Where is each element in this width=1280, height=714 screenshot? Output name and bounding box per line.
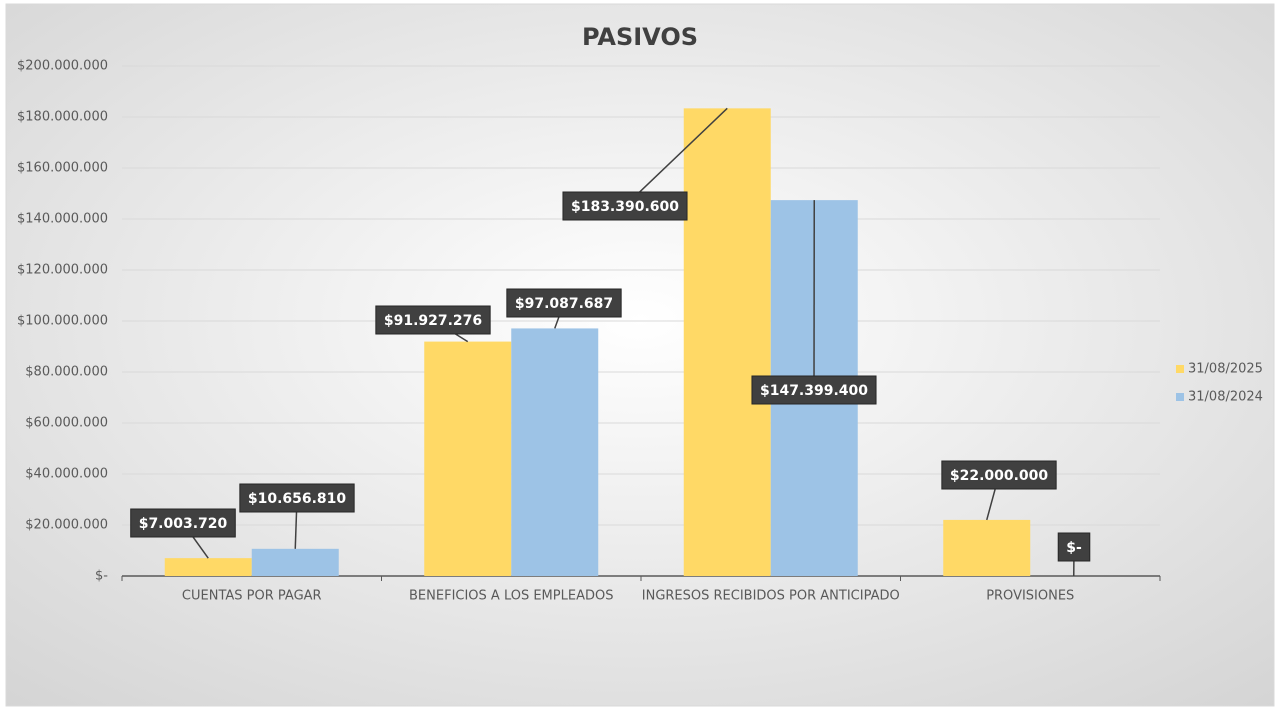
data-label-text: $183.390.600 [571,199,679,215]
legend-swatch [1176,393,1184,401]
data-label-text: $22.000.000 [950,468,1049,484]
y-tick-label: $20.000.000 [25,518,108,533]
legend-swatch [1176,365,1184,373]
data-label-text: $147.399.400 [760,383,868,399]
bar [684,108,771,576]
legend-label: 31/08/2024 [1188,390,1263,405]
legend-label: 31/08/2025 [1188,362,1263,377]
data-label-text: $- [1066,540,1082,556]
y-tick-label: $200.000.000 [17,59,108,74]
data-label-text: $97.087.687 [515,296,613,312]
data-label-text: $7.003.720 [139,516,228,532]
data-label-text: $10.656.810 [248,491,347,507]
y-tick-label: $60.000.000 [25,416,108,431]
y-tick-label: $80.000.000 [25,365,108,380]
bar [424,342,511,576]
x-tick-label: INGRESOS RECIBIDOS POR ANTICIPADO [642,589,900,604]
bar [943,520,1030,576]
y-tick-label: $120.000.000 [17,263,108,278]
x-tick-label: PROVISIONES [986,589,1074,604]
data-label-text: $91.927.276 [384,313,482,329]
bar [511,328,598,576]
y-tick-label: $140.000.000 [17,212,108,227]
y-tick-label: $100.000.000 [17,314,108,329]
x-tick-label: BENEFICIOS A LOS EMPLEADOS [409,589,613,604]
x-tick-label: CUENTAS POR PAGAR [182,589,322,604]
chart-title: PASIVOS [582,23,698,51]
y-tick-label: $- [95,569,108,584]
y-tick-label: $40.000.000 [25,467,108,482]
y-tick-label: $180.000.000 [17,110,108,125]
bar [165,558,252,576]
y-tick-label: $160.000.000 [17,161,108,176]
bar [252,549,339,576]
